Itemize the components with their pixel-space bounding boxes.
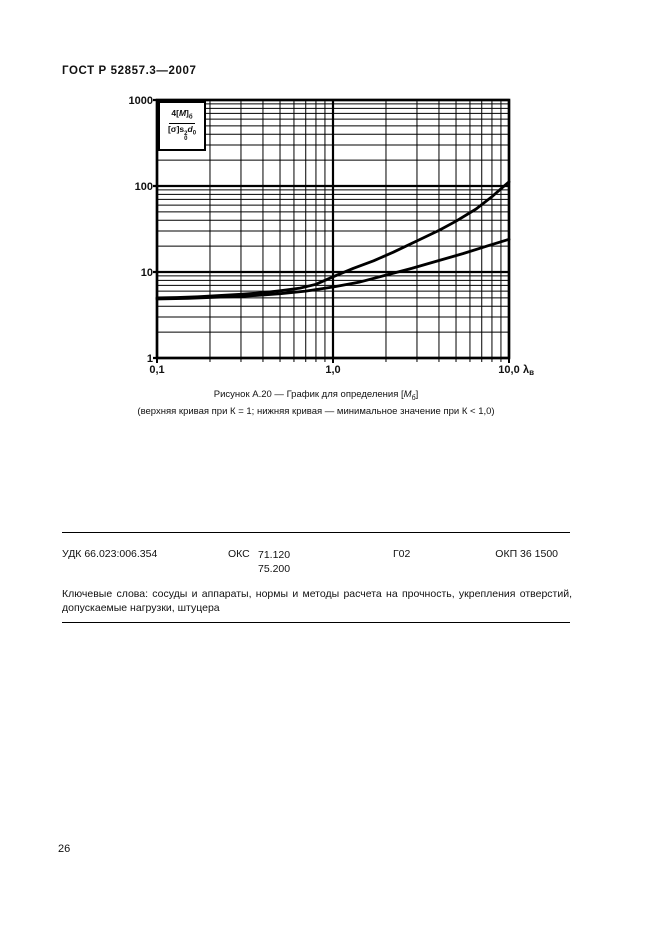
divider-bottom (62, 622, 570, 623)
svg-text:10,0: 10,0 (498, 364, 519, 376)
page-number: 26 (58, 843, 71, 855)
svg-text:1: 1 (147, 353, 153, 365)
oks-value-1: 71.120 (258, 549, 291, 561)
oks-values: 71.120 75.200 (258, 548, 290, 576)
figure-caption-line1: Рисунок А.20 — График для определения [M… (213, 389, 419, 402)
figure-caption-line2: (верхняя кривая при К = 1; нижняя кривая… (137, 406, 495, 418)
formula-numerator: 4[M]б (169, 109, 195, 124)
figure-caption: Рисунок А.20 — График для определения [M… (62, 388, 570, 419)
svg-text:1000: 1000 (129, 95, 153, 107)
document-header: ГОСТ Р 52857.3—2007 (62, 65, 197, 77)
keywords-paragraph: Ключевые слова: сосуды и аппараты, нормы… (62, 588, 572, 614)
formula-denominator: [σ]s 2 0 d0 (167, 123, 197, 143)
svg-text:10: 10 (141, 267, 153, 279)
figure-a20: 1 10 100 1000 0,1 1,0 10,0 λв 4[M]б [σ]s 2 0 d0 (0, 0, 661, 400)
y-axis-formula: 4[M]б [σ]s 2 0 d0 (158, 101, 206, 151)
udk-code: УДК 66.023:006.354 (62, 548, 158, 560)
g-code: Г02 (393, 548, 411, 560)
svg-text:0,1: 0,1 (149, 364, 164, 376)
okp-code: ОКП 36 1500 (495, 548, 558, 560)
divider-top (62, 532, 570, 533)
svg-text:λв: λв (523, 364, 534, 377)
chart-svg: 1 10 100 1000 0,1 1,0 10,0 λв (129, 95, 535, 377)
oks-label: ОКС (228, 548, 250, 560)
oks-value-2: 75.200 (258, 563, 291, 575)
svg-text:1,0: 1,0 (325, 364, 340, 376)
svg-text:100: 100 (135, 181, 153, 193)
